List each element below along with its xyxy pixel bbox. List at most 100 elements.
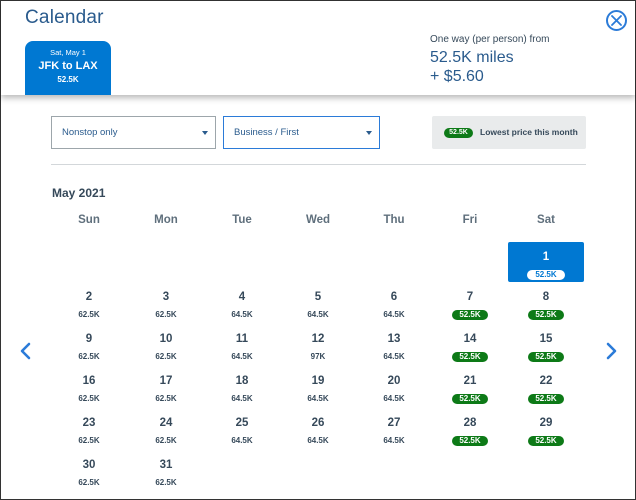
calendar-header: Calendar Sat, May 1 JFK to LAX 52.5K One…	[1, 1, 635, 95]
calendar-day[interactable]: 10 62.5K	[128, 324, 204, 364]
day-number: 16	[82, 375, 96, 387]
day-number: 11	[235, 333, 249, 345]
day-number: 20	[387, 375, 401, 387]
weekday-sun: Sun	[78, 214, 100, 226]
page-title: Calendar	[25, 7, 104, 28]
day-number: 21	[463, 375, 477, 387]
day-number: 18	[235, 375, 249, 387]
stops-select-value: Nonstop only	[62, 127, 118, 138]
day-number: 4	[238, 291, 246, 303]
calendar-day[interactable]: 31 62.5K	[128, 450, 204, 490]
calendar-day[interactable]: 8 52.5K	[508, 282, 584, 322]
day-price: 62.5K	[78, 394, 100, 403]
day-number: 30	[82, 459, 96, 471]
prev-month-button[interactable]	[17, 341, 35, 361]
day-price: 64.5K	[307, 394, 329, 403]
day-price: 64.5K	[383, 310, 405, 319]
weekday-fri: Fri	[462, 214, 478, 226]
day-number: 8	[542, 291, 550, 303]
weekday-sat: Sat	[537, 214, 555, 226]
calendar-day[interactable]: 17 62.5K	[128, 366, 204, 406]
day-price: 64.5K	[231, 436, 253, 445]
day-price: 64.5K	[231, 394, 253, 403]
calendar-day[interactable]: 23 62.5K	[51, 408, 127, 448]
calendar-day[interactable]: 7 52.5K	[432, 282, 508, 322]
day-price: 64.5K	[231, 310, 253, 319]
day-price: 62.5K	[78, 478, 100, 487]
day-price: 97K	[310, 352, 326, 361]
day-price: 52.5K	[452, 436, 488, 446]
close-button[interactable]	[606, 10, 627, 31]
stops-select[interactable]: Nonstop only	[51, 116, 216, 149]
caret-down-icon	[202, 131, 208, 135]
calendar-day[interactable]: 20 64.5K	[356, 366, 432, 406]
day-number: 5	[314, 291, 322, 303]
calendar-day[interactable]: 28 52.5K	[432, 408, 508, 448]
day-number: 26	[311, 417, 325, 429]
day-price: 52.5K	[452, 394, 488, 404]
calendar-day[interactable]: 13 64.5K	[356, 324, 432, 364]
lowest-price-legend: 52.5K Lowest price this month	[432, 116, 586, 149]
day-price: 62.5K	[155, 394, 177, 403]
calendar-day[interactable]: 22 52.5K	[508, 366, 584, 406]
day-number: 17	[159, 375, 173, 387]
calendar-day[interactable]: 5 64.5K	[280, 282, 356, 322]
day-number: 13	[387, 333, 401, 345]
day-number: 9	[85, 333, 93, 345]
calendar-day[interactable]: 3 62.5K	[128, 282, 204, 322]
price-summary-label: One way (per person) from	[430, 34, 550, 45]
price-summary-miles: 52.5K miles	[430, 49, 514, 66]
calendar-day[interactable]: 12 97K	[280, 324, 356, 364]
calendar-day[interactable]: 30 62.5K	[51, 450, 127, 490]
calendar-day[interactable]: 26 64.5K	[280, 408, 356, 448]
cabin-select-value: Business / First	[234, 127, 299, 138]
day-price: 64.5K	[307, 436, 329, 445]
day-number: 10	[159, 333, 173, 345]
day-number: 23	[82, 417, 96, 429]
calendar-day[interactable]: 24 62.5K	[128, 408, 204, 448]
day-number: 2	[85, 291, 93, 303]
calendar-day[interactable]: 4 64.5K	[204, 282, 280, 322]
calendar-day[interactable]: 21 52.5K	[432, 366, 508, 406]
chevron-left-icon	[20, 342, 31, 360]
calendar-day[interactable]: 1 52.5K	[508, 242, 584, 282]
calendar-day[interactable]: 15 52.5K	[508, 324, 584, 364]
day-number: 25	[235, 417, 249, 429]
day-number: 14	[463, 333, 477, 345]
calendar-day[interactable]: 25 64.5K	[204, 408, 280, 448]
calendar-day[interactable]: 6 64.5K	[356, 282, 432, 322]
day-number: 12	[311, 333, 325, 345]
day-price: 52.5K	[528, 394, 564, 404]
next-month-button[interactable]	[602, 341, 620, 361]
lowest-price-label: Lowest price this month	[480, 127, 578, 137]
day-price: 64.5K	[231, 352, 253, 361]
month-label: May 2021	[52, 186, 106, 200]
trip-tab[interactable]: Sat, May 1 JFK to LAX 52.5K	[25, 41, 111, 95]
calendar-day[interactable]: 18 64.5K	[204, 366, 280, 406]
day-price: 62.5K	[155, 436, 177, 445]
calendar-day[interactable]: 29 52.5K	[508, 408, 584, 448]
day-number: 29	[539, 417, 553, 429]
day-number: 19	[311, 375, 325, 387]
calendar-day[interactable]: 9 62.5K	[51, 324, 127, 364]
close-icon	[611, 15, 622, 26]
calendar-day[interactable]: 16 62.5K	[51, 366, 127, 406]
price-summary-fee: + $5.60	[430, 68, 484, 85]
calendar-day[interactable]: 27 64.5K	[356, 408, 432, 448]
calendar-day[interactable]: 11 64.5K	[204, 324, 280, 364]
day-price: 52.5K	[528, 310, 564, 320]
day-number: 31	[159, 459, 173, 471]
calendar-day[interactable]: 19 64.5K	[280, 366, 356, 406]
day-price: 52.5K	[528, 436, 564, 446]
chevron-right-icon	[606, 342, 617, 360]
day-price: 62.5K	[78, 352, 100, 361]
calendar-day[interactable]: 14 52.5K	[432, 324, 508, 364]
day-price: 62.5K	[78, 310, 100, 319]
day-number: 28	[463, 417, 477, 429]
cabin-select[interactable]: Business / First	[223, 116, 380, 149]
calendar-day[interactable]: 2 62.5K	[51, 282, 127, 322]
weekday-wed: Wed	[305, 214, 331, 226]
day-price: 62.5K	[155, 478, 177, 487]
weekday-tue: Tue	[232, 214, 252, 226]
